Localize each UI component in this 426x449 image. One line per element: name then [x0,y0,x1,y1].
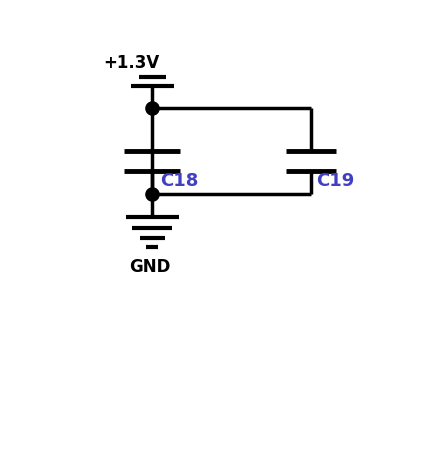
Text: GND: GND [129,258,170,276]
Text: C18: C18 [161,172,199,190]
Point [149,104,156,111]
Point [149,190,156,197]
Text: C19: C19 [316,172,354,190]
Text: +1.3V: +1.3V [103,53,159,71]
